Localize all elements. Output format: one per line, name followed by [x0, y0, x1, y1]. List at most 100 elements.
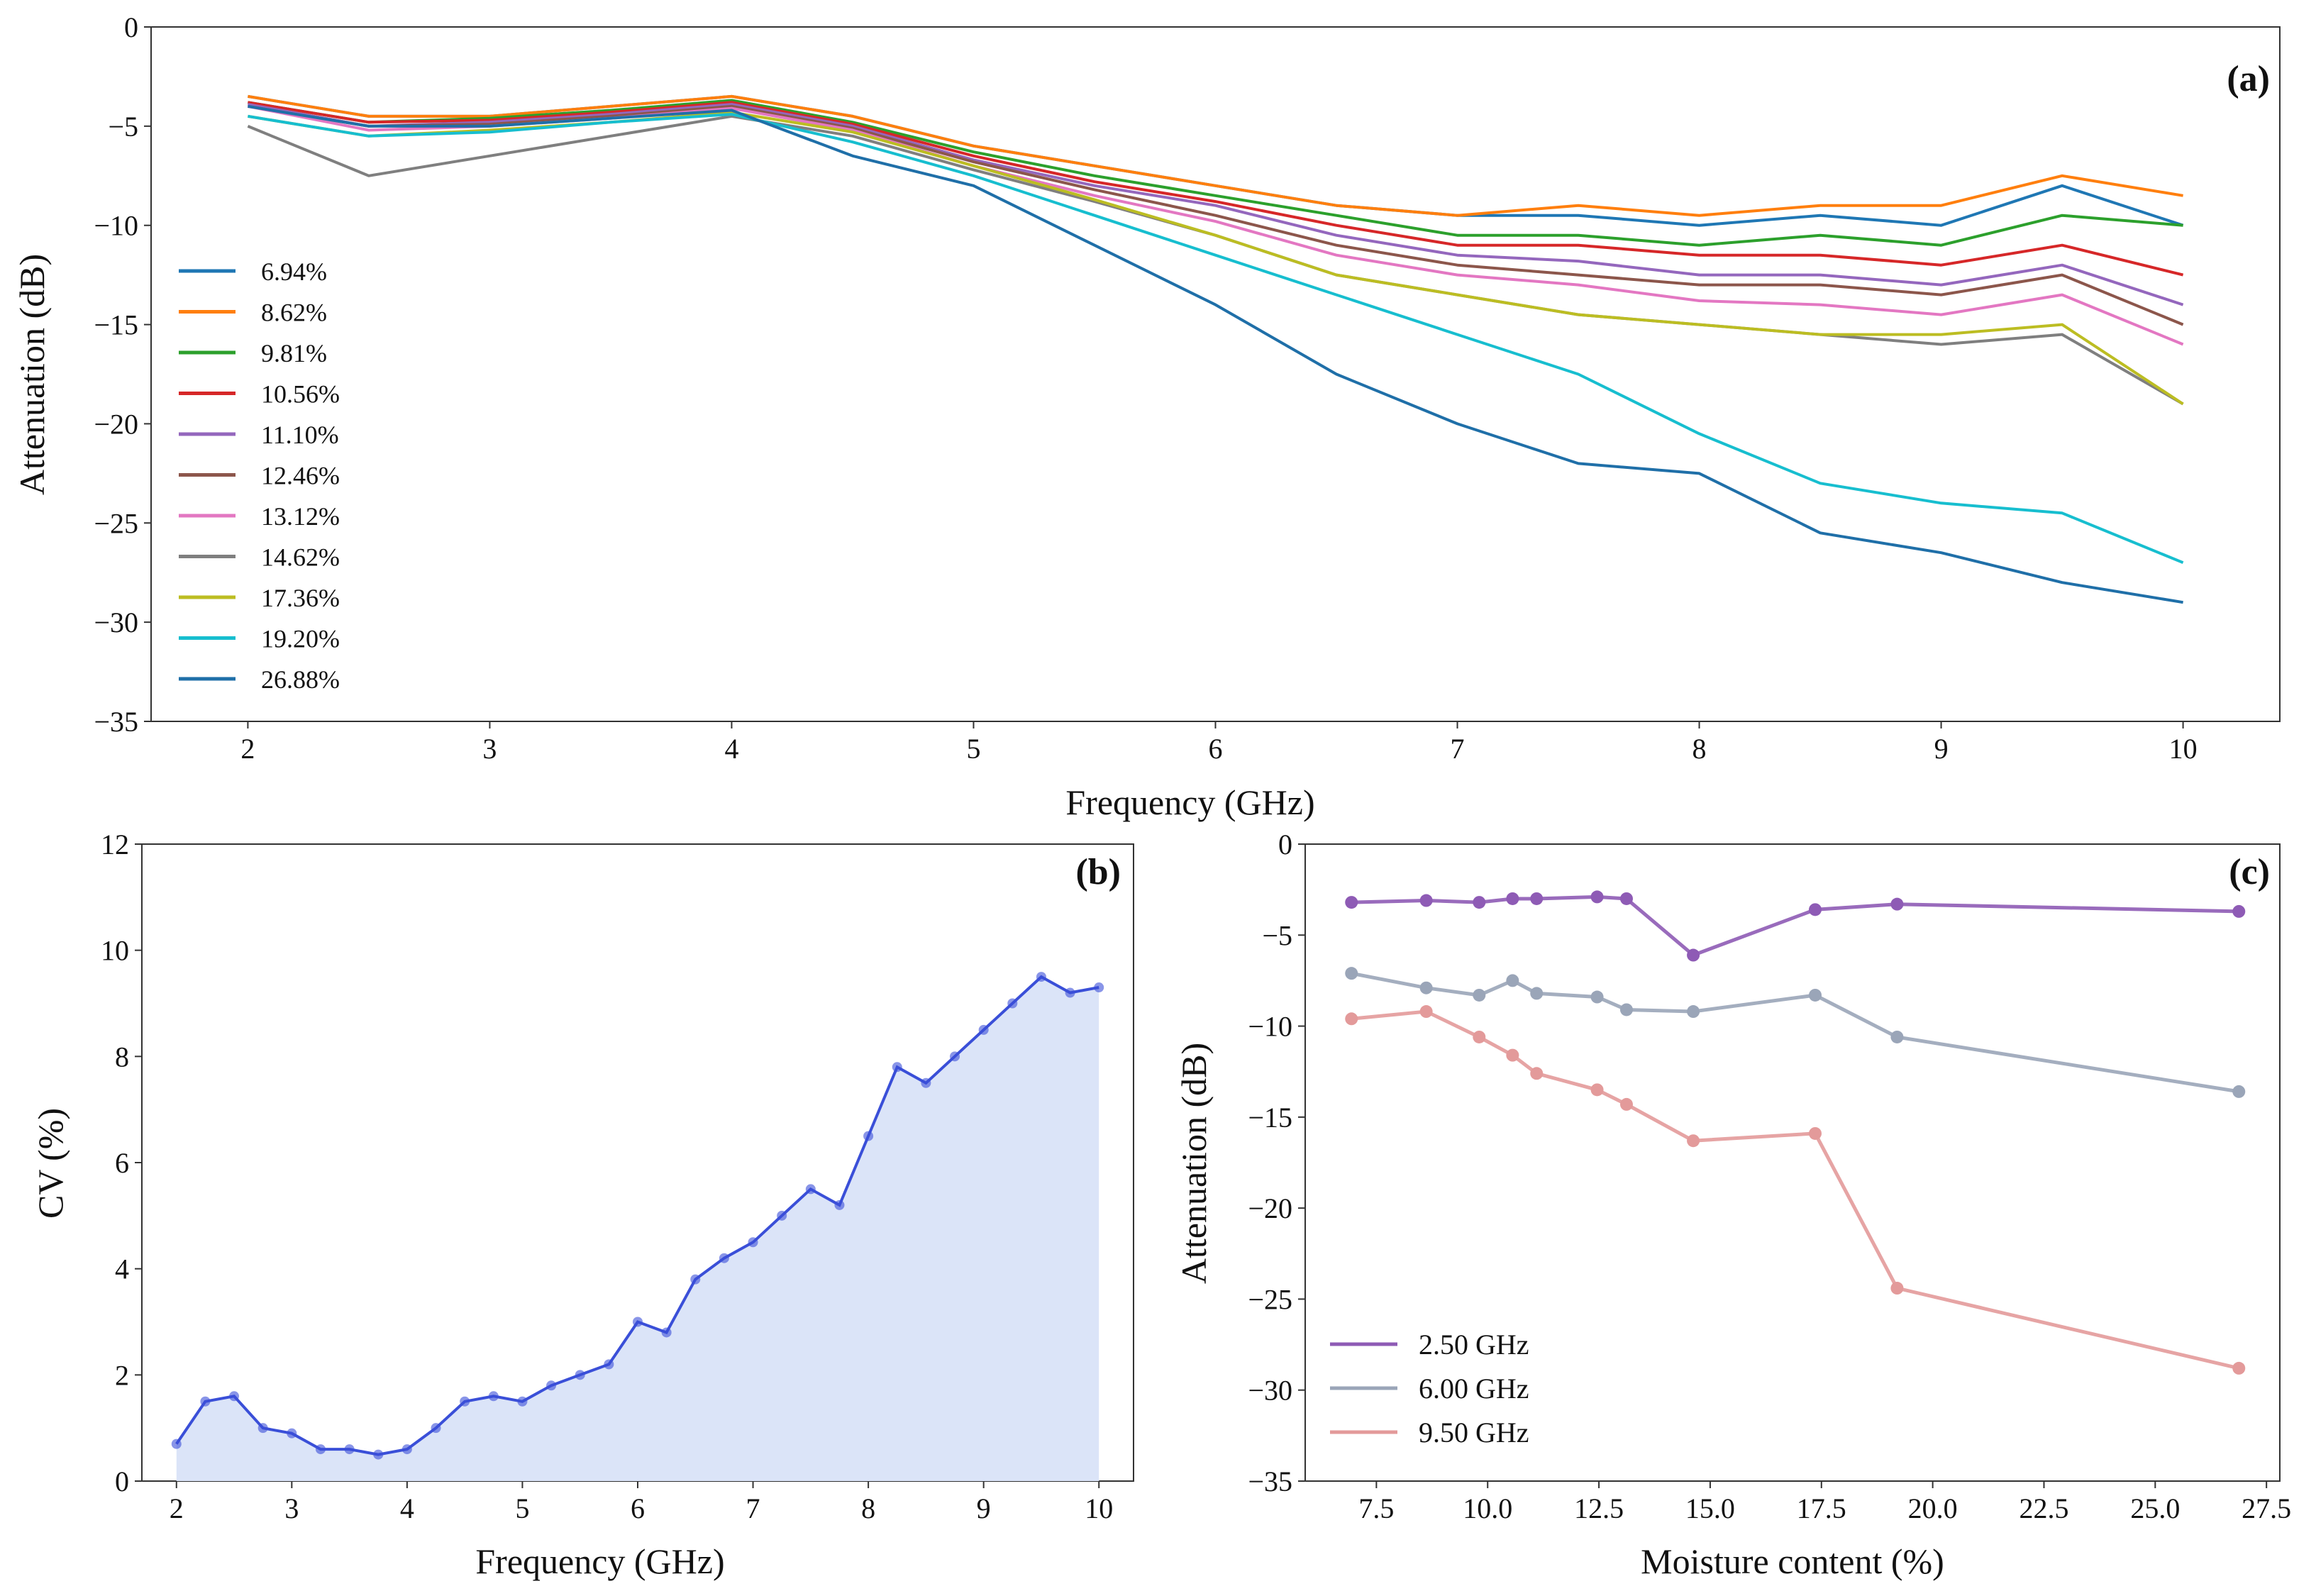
- c-x-tick-label: 27.5: [2242, 1492, 2291, 1524]
- panel-b-area-chart: 2 3 4 5 6 7 8 9 10 0 2 4 6 8 10 12 (b) Frequency (GHz)…: [31, 829, 1134, 1581]
- cv-point: [834, 1199, 845, 1210]
- legend-label: 17.36%: [261, 584, 340, 612]
- cv-point: [950, 1051, 960, 1062]
- a-x-tick-label: 7: [1451, 733, 1465, 765]
- series-point: [2232, 1085, 2246, 1098]
- panel-c-y-axis-label: Attenuation (dB): [1174, 1043, 1214, 1284]
- series-point: [1890, 1030, 1904, 1043]
- cv-point: [257, 1423, 268, 1434]
- cv-point: [748, 1237, 758, 1248]
- c-y-tick-label: −35: [1248, 1465, 1292, 1497]
- a-x-tick-label: 3: [482, 733, 497, 765]
- c-x-tick-label: 20.0: [1908, 1492, 1958, 1524]
- series-point: [1808, 988, 1822, 1002]
- series-point: [1687, 1005, 1700, 1019]
- series-point: [1419, 981, 1433, 994]
- panel-c-x-ticks: 7.5 10.0 12.5 15.0 17.5 20.0 22.5 25.0 27.5: [1358, 1481, 2291, 1524]
- panel-b-y-ticks: 0 2 4 6 8 10 12: [101, 829, 142, 1497]
- panel-b-tag: (b): [1075, 852, 1121, 892]
- cv-point: [517, 1396, 528, 1407]
- cv-point: [661, 1327, 672, 1338]
- c-x-tick-label: 12.5: [1574, 1492, 1624, 1524]
- cv-point: [1007, 998, 1018, 1009]
- series-point: [2232, 904, 2246, 918]
- a-x-tick-label: 5: [966, 733, 980, 765]
- a-y-tick-label: −20: [94, 408, 138, 440]
- series-line-8-62pct: [248, 94, 2183, 217]
- cv-point: [229, 1391, 240, 1402]
- legend-label: 6.94%: [261, 257, 327, 286]
- series-line-11-10pct: [248, 103, 2184, 306]
- cv-point: [546, 1380, 557, 1391]
- panel-c-x-axis-label: Moisture content (%): [1641, 1541, 1944, 1581]
- a-y-tick-label: −25: [94, 507, 138, 539]
- b-y-tick-label: 4: [115, 1253, 129, 1285]
- series-line-6-00-GHz: [1351, 971, 2239, 1094]
- series-point: [1473, 988, 1486, 1002]
- panel-a-line-chart: 2 3 4 5 6 7 8 9 10 0 −5 −10 −15 −20 −25 −30 −35 6.94% 8.…: [12, 11, 2281, 822]
- series-point: [1530, 892, 1544, 905]
- series-point: [1890, 1282, 1904, 1295]
- series-point: [1506, 892, 1519, 905]
- series-point: [1619, 1003, 1633, 1016]
- cv-point: [200, 1396, 211, 1407]
- b-y-tick-label: 2: [115, 1359, 129, 1391]
- panel-a-x-ticks: 2 3 4 5 6 7 8 9 10: [240, 721, 2198, 765]
- series-point: [1619, 1097, 1633, 1111]
- series-point: [1687, 948, 1700, 962]
- series-line-13-12pct: [248, 104, 2184, 346]
- c-x-tick-label: 22.5: [2019, 1492, 2068, 1524]
- cv-point: [344, 1444, 355, 1455]
- cv-point: [1036, 972, 1046, 982]
- legend-label: 12.46%: [261, 462, 340, 490]
- a-x-tick-label: 10: [2169, 733, 2198, 765]
- cv-point: [892, 1062, 902, 1073]
- series-point: [1419, 894, 1433, 907]
- cv-point: [777, 1210, 787, 1221]
- b-x-tick-label: 7: [746, 1492, 760, 1524]
- series-point: [1419, 1005, 1433, 1019]
- series-line-17-36pct: [248, 111, 2184, 406]
- panel-c-plot-frame: [1304, 843, 2281, 1482]
- cv-point: [921, 1077, 931, 1088]
- panel-b-points: [171, 972, 1104, 1460]
- series-line-9-81pct: [248, 99, 2183, 247]
- legend-label: 2.50 GHz: [1419, 1329, 1529, 1361]
- a-y-tick-label: −5: [108, 111, 138, 143]
- legend-label: 9.50 GHz: [1419, 1417, 1529, 1448]
- cv-point: [575, 1370, 585, 1380]
- cv-point: [805, 1184, 816, 1195]
- cv-point: [373, 1449, 384, 1460]
- series-point: [1345, 1012, 1358, 1026]
- c-x-tick-label: 15.0: [1685, 1492, 1735, 1524]
- c-y-tick-label: −15: [1248, 1102, 1292, 1134]
- series-point: [1590, 990, 1604, 1004]
- series-point: [1890, 897, 1904, 911]
- series-point: [1687, 1134, 1700, 1148]
- b-x-tick-label: 10: [1085, 1492, 1113, 1524]
- series-line-19-20pct: [248, 113, 2184, 565]
- c-x-tick-label: 7.5: [1358, 1492, 1394, 1524]
- series-point: [1473, 1030, 1486, 1043]
- legend-label: 26.88%: [261, 665, 340, 694]
- cv-point: [604, 1359, 614, 1370]
- a-y-tick-label: 0: [124, 11, 138, 43]
- cv-point: [633, 1317, 643, 1327]
- panel-a-y-ticks: 0 −5 −10 −15 −20 −25 −30 −35: [94, 11, 151, 738]
- panel-a-legend: 6.94% 8.62% 9.81% 10.56% 11.10% 12.46% 13.12% 1…: [179, 257, 340, 694]
- cv-point: [690, 1274, 701, 1285]
- legend-label: 14.62%: [261, 543, 340, 572]
- c-y-tick-label: 0: [1278, 829, 1292, 860]
- legend-label: 10.56%: [261, 380, 340, 409]
- cv-point: [978, 1024, 989, 1035]
- b-x-tick-label: 2: [170, 1492, 184, 1524]
- cv-area-fill: [176, 977, 1099, 1481]
- c-y-tick-label: −20: [1248, 1192, 1292, 1224]
- legend-label: 6.00 GHz: [1419, 1373, 1529, 1404]
- b-y-tick-label: 6: [115, 1147, 129, 1179]
- legend-label: 19.20%: [261, 625, 340, 653]
- cv-point: [719, 1253, 729, 1263]
- c-y-tick-label: −25: [1248, 1283, 1292, 1315]
- legend-label: 11.10%: [261, 421, 339, 449]
- cv-point: [863, 1131, 874, 1141]
